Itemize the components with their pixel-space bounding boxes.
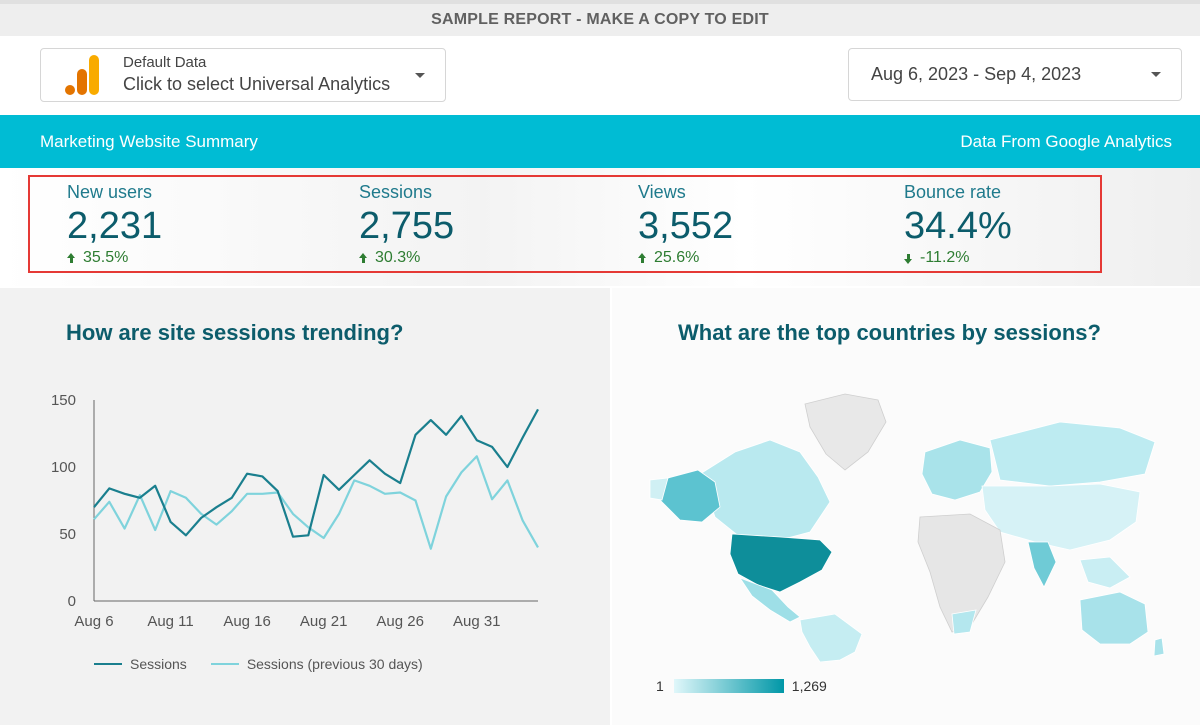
date-range-picker[interactable]: Aug 6, 2023 - Sep 4, 2023 [848,48,1182,101]
x-tick-label: Aug 6 [74,613,113,630]
arrow-up-icon [67,252,75,263]
kpi-sessions[interactable]: Sessions 2,755 30.3% [359,180,454,268]
chevron-down-icon [415,72,425,78]
legend-swatch [94,663,122,665]
x-tick-label: Aug 11 [147,613,193,630]
x-tick-label: Aug 21 [300,613,348,630]
x-tick-label: Aug 31 [453,613,501,630]
kpi-label: Sessions [359,182,433,202]
kpi-delta: -11.2% [920,249,970,266]
map-region-canada[interactable] [699,439,831,541]
x-tick-label: Aug 26 [376,613,424,630]
legend-item-previous[interactable]: Sessions (previous 30 days) [210,656,423,672]
legend-label: Sessions [130,656,187,672]
map-region-alaska-west[interactable] [649,477,669,501]
kpi-strip [0,168,1200,286]
y-tick-label: 100 [51,459,76,476]
google-analytics-logo-icon [65,55,101,95]
kpi-delta: 30.3% [375,249,421,266]
map-region-asia[interactable] [981,483,1141,551]
map-region-greenland[interactable] [804,393,887,471]
data-source-value: Click to select Universal Analytics [123,74,391,94]
date-range-value: Aug 6, 2023 - Sep 4, 2023 [871,64,1082,84]
map-region-south-africa[interactable] [951,609,977,635]
map-region-alaska[interactable] [659,469,721,523]
kpi-delta: 35.5% [83,249,129,266]
arrow-up-icon [638,252,646,263]
chart-legend: Sessions Sessions (previous 30 days) [94,656,447,672]
map-region-south-america[interactable] [799,613,863,662]
kpi-label: New users [67,182,153,202]
sessions-line-chart[interactable]: 0 50 100 150 Aug 6 Aug 11 Aug 16 Aug 21 Aug 26 Au… [0,380,610,640]
x-tick-label: Aug 16 [223,613,271,630]
kpi-value: 2,231 [67,205,163,247]
data-source-selector[interactable]: Default Data Click to select Universal A… [40,48,446,102]
kpi-bounce-rate[interactable]: Bounce rate 34.4% -11.2% [904,180,1012,268]
map-region-russia[interactable] [989,421,1156,487]
report-header: Marketing Website Summary Data From Goog… [0,115,1200,168]
scale-min: 1 [656,678,664,694]
series-line[interactable] [93,408,539,538]
arrow-up-icon [359,252,367,263]
data-source-label: Default Data [123,54,207,71]
map-color-scale: 1 1,269 [656,678,827,694]
map-region-mexico[interactable] [738,577,801,623]
legend-label: Sessions (previous 30 days) [246,656,423,672]
map-title: What are the top countries by sessions? [678,320,1101,345]
y-tick-label: 150 [51,392,76,409]
data-source-note: Data From Google Analytics [960,131,1172,151]
y-tick-label: 50 [59,526,76,543]
kpi-delta: 25.6% [654,249,700,266]
scale-max: 1,269 [791,678,827,694]
y-tick-label: 0 [68,593,76,610]
map-region-india[interactable] [1027,541,1057,588]
map-region-australia[interactable] [1079,591,1149,645]
legend-item-sessions[interactable]: Sessions [94,656,187,672]
sessions-trend-panel [0,288,610,725]
sample-report-banner: SAMPLE REPORT - MAKE A COPY TO EDIT [0,0,1200,36]
kpi-value: 34.4% [904,205,1012,247]
arrow-down-icon [904,253,912,264]
kpi-value: 2,755 [359,205,455,247]
map-region-usa[interactable] [729,533,833,593]
map-region-southeast-asia[interactable] [1079,556,1131,589]
scale-gradient [673,679,784,693]
map-region-new-zealand[interactable] [1153,637,1165,657]
report-title: Marketing Website Summary [40,131,258,151]
kpi-value: 3,552 [638,205,734,247]
kpi-new-users[interactable]: New users 2,231 35.5% [67,180,162,268]
series-line[interactable] [93,455,539,550]
map-region-europe[interactable] [921,439,993,501]
kpi-views[interactable]: Views 3,552 25.6% [638,180,733,268]
kpi-label: Views [638,182,686,202]
world-map[interactable] [640,382,1170,662]
legend-swatch [210,663,239,665]
chevron-down-icon [1151,72,1161,77]
trend-title: How are site sessions trending? [66,320,404,345]
kpi-label: Bounce rate [904,182,1002,202]
